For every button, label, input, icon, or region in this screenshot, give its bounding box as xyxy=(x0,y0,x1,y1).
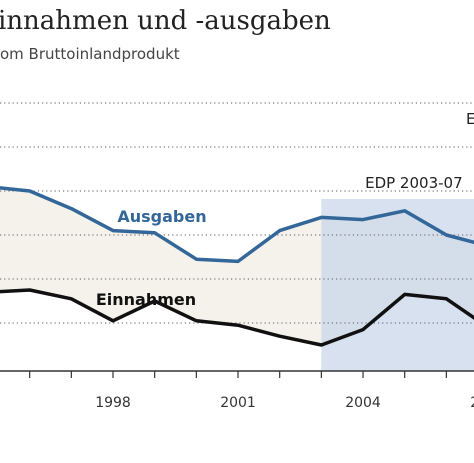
series-label-einnahmen: Einnahmen xyxy=(96,290,196,309)
x-tick-label: 2004 xyxy=(345,395,381,411)
x-tick-label: 2007 xyxy=(470,395,474,411)
edp-label: EDP 2003-07 xyxy=(365,174,463,192)
x-axis-ticks: 1998 2001 2004 2007 xyxy=(29,371,474,411)
ausgaben-line xyxy=(0,186,474,264)
series-layer xyxy=(0,186,474,347)
edp-layer xyxy=(321,199,474,371)
grid-layer xyxy=(0,102,474,324)
chart-subtitle: om Bruttoinlandprodukt xyxy=(0,45,180,63)
label-layer: Ausgaben Einnahmen EDP 2003-07 xyxy=(96,174,463,309)
x-tick-label: 2001 xyxy=(220,395,256,411)
edge-label: E xyxy=(466,110,474,128)
einnahmen-line xyxy=(0,288,474,347)
x-tick-label: 1998 xyxy=(95,395,131,411)
edp-highlight xyxy=(321,199,474,371)
chart-title: innahmen und -ausgaben xyxy=(0,6,331,36)
series-label-ausgaben: Ausgaben xyxy=(117,207,206,226)
